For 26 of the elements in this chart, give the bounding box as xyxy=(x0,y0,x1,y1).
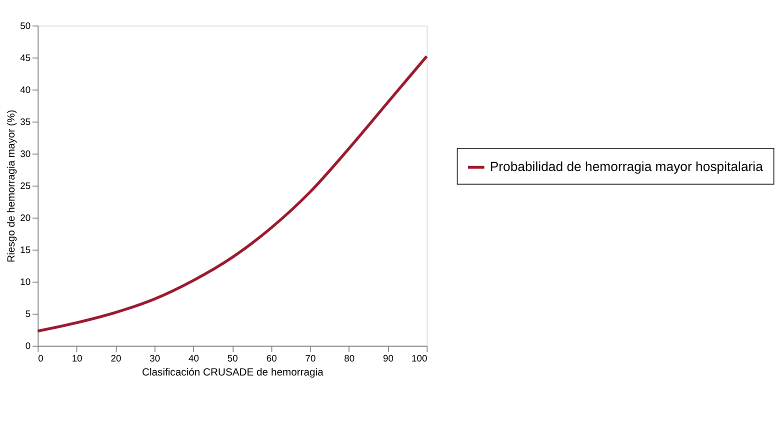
x-tick-label: 10 xyxy=(72,352,82,364)
x-tick-label: 100 xyxy=(411,352,428,364)
x-tick-label: 0 xyxy=(38,352,44,364)
y-tick-label: 30 xyxy=(20,148,31,159)
y-tick-label: 15 xyxy=(20,244,31,256)
x-tick-label: 70 xyxy=(305,352,316,364)
y-tick-label: 25 xyxy=(20,180,31,191)
x-tick-label: 60 xyxy=(266,352,277,364)
line-series xyxy=(36,54,428,332)
y-tick-label: 20 xyxy=(20,212,31,223)
y-tick-label: 45 xyxy=(20,52,31,63)
x-tick-label: 40 xyxy=(188,352,199,364)
legend-label: Probabilidad de hemorragia mayor hospitalaria xyxy=(490,159,764,174)
x-tick-label: 20 xyxy=(110,352,122,364)
x-tick-label: 90 xyxy=(383,352,394,364)
y-tick-label: 40 xyxy=(20,84,31,95)
y-tick-label: 10 xyxy=(20,276,31,288)
y-axis-title: Riesgo de hemorragia mayor (%) xyxy=(6,110,18,262)
x-axis-title: Clasificación CRUSADE de hemorragia xyxy=(142,367,324,378)
y-tick-label: 35 xyxy=(20,116,31,127)
y-tick-label: 5 xyxy=(25,308,31,320)
x-tick-label: 80 xyxy=(344,352,355,364)
y-tick-label: 50 xyxy=(20,20,31,31)
x-tick-label: 30 xyxy=(150,352,160,364)
x-tick-label: 50 xyxy=(227,352,238,364)
y-tick-label: 0 xyxy=(25,340,31,352)
